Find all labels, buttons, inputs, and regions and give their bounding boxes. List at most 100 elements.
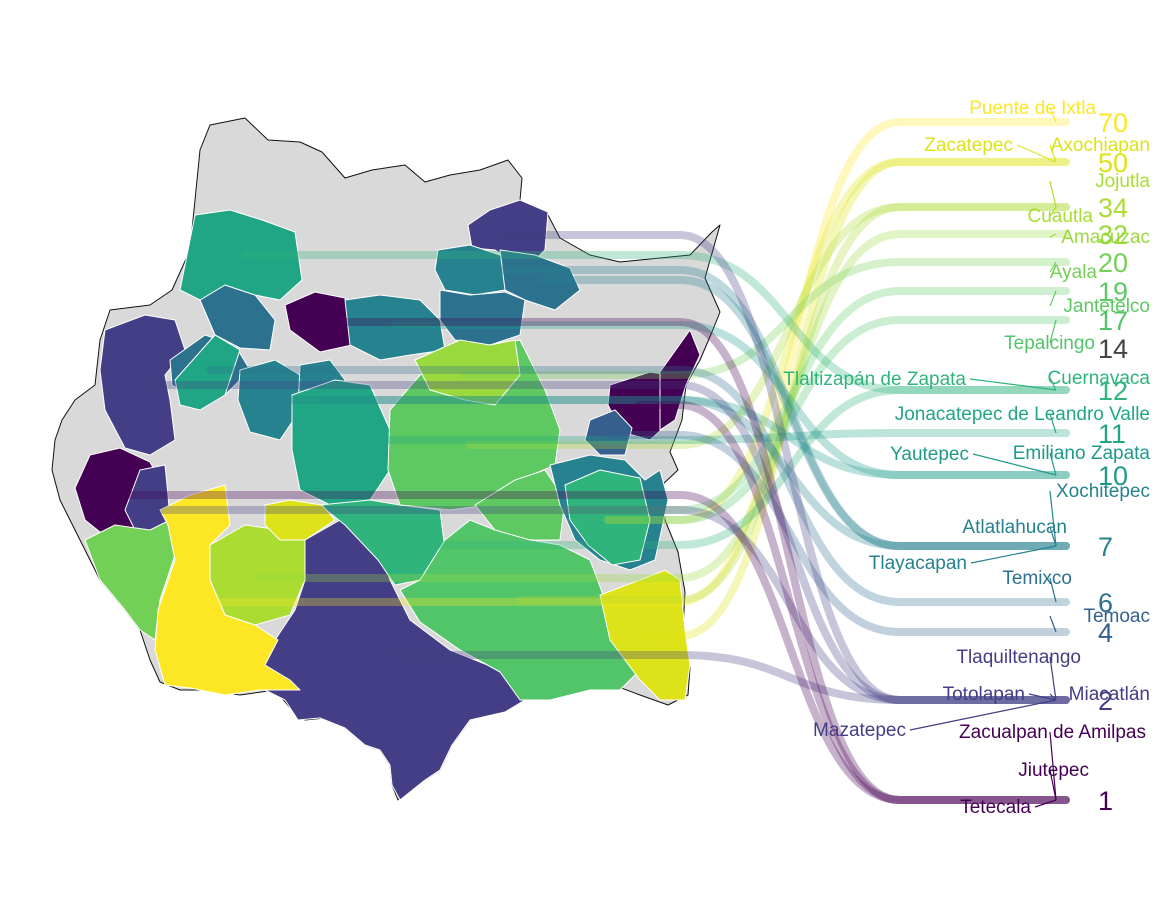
leader-cuernavaca (1049, 377, 1057, 391)
label-xochitepec: Xochitepec (1056, 481, 1150, 502)
municipality-xochitepec (237, 359, 301, 441)
label-miacatlan: Miacatlán (1069, 684, 1150, 705)
leader-tlaltizapan-de-zapata (969, 378, 1057, 391)
municipality-ayala (414, 339, 521, 406)
label-jantetelco: Jantetelco (1063, 296, 1150, 317)
municipality-tetela (174, 334, 241, 411)
leader-amacuzac (1049, 233, 1057, 238)
flow-line-jonacatepec-de-leandro-valle (336, 429, 1070, 444)
flow-line-xochitepec (266, 396, 1070, 550)
flow-line-zacatepec (640, 158, 1070, 640)
value-label-17: 17 (1098, 306, 1128, 336)
flow-line-tlayacapan (536, 276, 1070, 550)
value-label-1: 1 (1098, 786, 1113, 816)
municipality-cuernavaca (179, 209, 303, 301)
leader-puente-de-ixtla (1049, 107, 1057, 123)
leader-atlatlahucan (1049, 526, 1057, 547)
municipality-cuautla-north (439, 289, 526, 346)
label-temixco: Temixco (1002, 568, 1072, 589)
label-tlayacapan: Tlayacapan (869, 553, 967, 574)
leader-emiliano-zapata (1049, 452, 1057, 476)
municipality-labels: Puente de Ixtla Zacatepec Axochiapan Jojutl… (783, 98, 1150, 818)
leader-tetecala (1034, 799, 1057, 808)
label-zacatepec: Zacatepec (924, 135, 1013, 156)
leader-ayala (1049, 261, 1057, 273)
value-label-19: 19 (1098, 277, 1128, 307)
municipality-jojutla (399, 519, 641, 701)
label-zacualpan-de-amilpas: Zacualpan de Amilpas (959, 722, 1146, 743)
municipality-puente-de-ixtla (154, 484, 301, 696)
label-puente-de-ixtla: Puente de Ixtla (969, 98, 1096, 119)
leader-jiutepec (1049, 769, 1057, 801)
leader-jantetelco (1049, 290, 1057, 307)
leader-tepalcingo (1049, 319, 1057, 344)
state-map (51, 117, 721, 801)
flow-line-jantetelco (516, 287, 1070, 514)
flow-line-totolapan (504, 231, 1070, 704)
value-label-11: 11 (1098, 419, 1126, 449)
leader-tlaquiltenango (1049, 656, 1057, 701)
municipality-north-east-strip (659, 329, 701, 431)
label-cuernavaca: Cuernavaca (1048, 368, 1151, 389)
leader-yautepec (972, 453, 1057, 476)
municipality-jonacatepec (291, 379, 391, 506)
value-label-20: 20 (1098, 248, 1128, 278)
leader-temixco (1049, 577, 1057, 603)
flow-line-amacuzac (254, 230, 1070, 582)
label-jojutla: Jojutla (1095, 171, 1150, 192)
flow-line-yautepec (391, 321, 1070, 479)
flow-line-jiutepec (114, 491, 1070, 804)
flow-line-mazatepec (136, 381, 1070, 704)
label-jiutepec: Jiutepec (1018, 760, 1089, 781)
leader-jojutla (1049, 180, 1057, 208)
leader-mazatepec (909, 699, 1057, 731)
municipality-axochiapan (564, 469, 651, 566)
value-label-12: 12 (1098, 376, 1128, 406)
flow-line-emiliano-zapata (316, 396, 1070, 479)
leader-zacualpan-de-amilpas (1049, 731, 1057, 801)
flow-line-puente-de-ixtla (210, 118, 1070, 606)
label-ayala: Ayala (1050, 262, 1098, 283)
label-tetecala: Tetecala (960, 797, 1031, 818)
label-cuautla: Cuautla (1028, 206, 1094, 227)
flow-line-zacualpan-de-amilpas (636, 401, 1070, 804)
flow-line-temoac (604, 431, 1070, 636)
flow-line-tepalcingo (636, 316, 1070, 524)
leader-cuautla (1049, 206, 1057, 217)
value-label-10: 10 (1098, 461, 1128, 491)
flow-line-cuernavaca (241, 251, 1070, 394)
value-label-32: 32 (1098, 220, 1128, 250)
leader-tlayacapan (970, 545, 1057, 564)
value-label-4: 4 (1098, 618, 1113, 648)
value-label-14: 14 (1098, 334, 1128, 364)
value-label-70: 70 (1098, 108, 1128, 138)
municipality-coatlan (264, 499, 336, 541)
value-label-6: 6 (1098, 588, 1113, 618)
flow-line-tlaltizapan-de-zapata (386, 386, 1070, 549)
label-jonacatepec-de-leandro-valle: Jonacatepec de Leandro Valle (895, 404, 1150, 425)
leader-axochiapan (1049, 144, 1057, 163)
flow-line-jojutla (516, 203, 1070, 604)
flow-line-axochiapan (604, 158, 1070, 524)
municipality-mazatepec (99, 314, 186, 456)
leader-zacatepec (1016, 144, 1057, 163)
value-label-7: 7 (1098, 532, 1113, 562)
flow-lines (114, 118, 1070, 804)
label-emiliano-zapata: Emiliano Zapata (1013, 443, 1151, 464)
leader-miacatlan (1049, 693, 1057, 701)
municipality-tlayacapan (499, 249, 581, 311)
label-leaders (909, 107, 1057, 808)
flow-line-tlaquiltenango (386, 651, 1070, 704)
leader-temoac (1049, 615, 1057, 633)
label-tlaltizapan-de-zapata: Tlaltizapán de Zapata (783, 369, 966, 390)
flow-line-tetecala (314, 318, 1070, 804)
label-atlatlahucan: Atlatlahucan (962, 517, 1067, 538)
value-label-2: 2 (1098, 686, 1113, 716)
flow-line-ayala (461, 258, 1070, 379)
label-totolapan: Totolapan (943, 684, 1025, 705)
municipality-temoac (584, 409, 633, 456)
flow-line-temixco (206, 366, 1070, 606)
leader-totolapan (1028, 693, 1057, 701)
